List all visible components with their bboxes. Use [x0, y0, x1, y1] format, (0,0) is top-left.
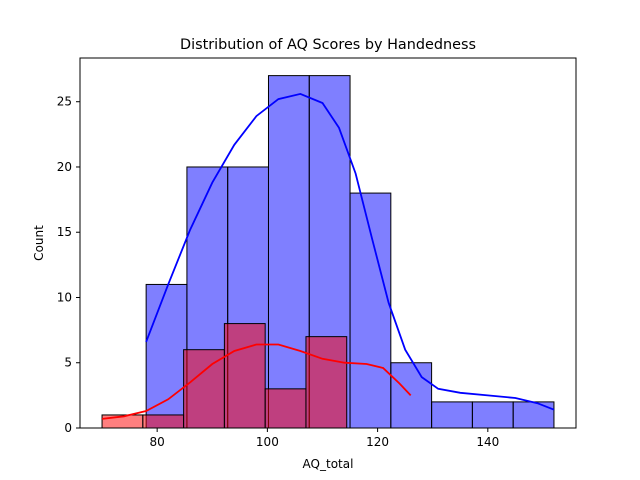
x-tick-label: 140: [476, 435, 499, 449]
plot-area: [101, 75, 555, 429]
histogram-bar-series-2-bin-5: [264, 388, 307, 429]
y-tick-label: 0: [64, 421, 72, 435]
histogram-bar-series-1-bin-10: [512, 401, 555, 429]
histogram-bar-series-1-bin-4: [267, 75, 310, 429]
x-axis: 80 100 120 140: [150, 428, 499, 449]
chart-title: Distribution of AQ Scores by Handedness: [180, 37, 476, 53]
histogram-bar-series-1-bin-1: [145, 283, 188, 429]
y-tick-label: 25: [57, 95, 72, 109]
kde-line-series-2: [101, 343, 412, 420]
x-tick-label: 100: [256, 435, 279, 449]
kde-line-series-1: [145, 92, 555, 411]
x-tick-label: 80: [150, 435, 165, 449]
x-axis-label: AQ_total: [303, 457, 354, 471]
histogram-bar-series-2-bin-6: [305, 336, 348, 429]
plot-frame: [79, 57, 577, 429]
y-tick-label: 15: [57, 225, 72, 239]
y-axis: 0 5 10 15 20 25: [57, 95, 80, 435]
y-tick-label: 10: [57, 290, 72, 304]
histogram-bar-series-2-bin-2: [142, 414, 185, 429]
y-axis-label: Count: [32, 225, 46, 261]
x-tick-label: 120: [366, 435, 389, 449]
histogram-bar-series-1-bin-6: [349, 192, 392, 429]
y-tick-label: 20: [57, 160, 72, 174]
histogram-bar-series-1-bin-7: [390, 362, 433, 429]
histogram-bar-series-2-bin-4: [223, 323, 266, 429]
histogram-bar-series-1-bin-9: [471, 401, 514, 429]
histogram-bar-series-1-bin-8: [431, 401, 473, 429]
y-tick-label: 5: [64, 356, 72, 370]
